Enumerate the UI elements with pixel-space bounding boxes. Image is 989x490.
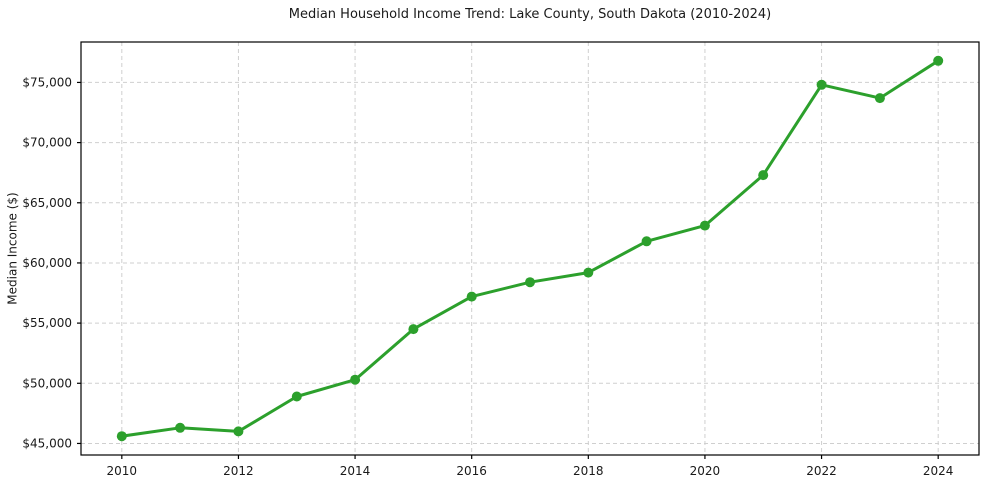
data-point-2015 <box>408 324 419 335</box>
x-tick-label: 2024 <box>923 464 954 478</box>
data-point-2019 <box>641 236 652 247</box>
data-point-2022 <box>816 79 827 90</box>
x-tick-label: 2020 <box>690 464 721 478</box>
x-tick-label: 2014 <box>340 464 371 478</box>
data-point-2012 <box>233 426 244 437</box>
x-tick-label: 2010 <box>107 464 138 478</box>
data-point-2020 <box>699 220 710 231</box>
chart-title: Median Household Income Trend: Lake Coun… <box>288 7 772 22</box>
y-tick-label: $70,000 <box>22 136 72 150</box>
x-tick-label: 2018 <box>573 464 604 478</box>
data-point-2013 <box>291 391 302 402</box>
y-tick-label: $45,000 <box>22 436 72 450</box>
plot-border <box>80 41 980 456</box>
data-point-2024 <box>933 55 944 66</box>
trend-line <box>120 59 940 438</box>
x-tick-label: 2016 <box>456 464 487 478</box>
data-point-2023 <box>874 93 885 104</box>
y-tick-label: $50,000 <box>22 376 72 390</box>
y-tick-label: $65,000 <box>22 196 72 210</box>
data-point-2017 <box>525 277 535 288</box>
x-tick-label: 2012 <box>223 464 254 478</box>
data-point-2010 <box>116 431 127 442</box>
x-tick-label: 2022 <box>806 464 837 478</box>
data-point-2021 <box>758 170 769 181</box>
y-tick-label: $60,000 <box>22 256 72 270</box>
data-point-2018 <box>583 267 594 278</box>
y-tick-label: $75,000 <box>22 75 72 89</box>
y-tick-label: $55,000 <box>22 316 72 330</box>
data-point-2016 <box>466 291 477 302</box>
data-point-2014 <box>350 374 361 385</box>
data-point-2011 <box>175 422 186 433</box>
